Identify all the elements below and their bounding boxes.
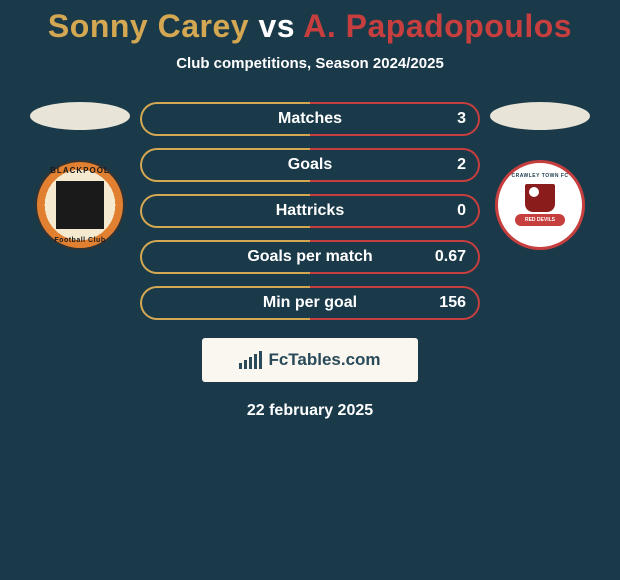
stats-column: Matches3Goals2Hattricks0Goals per match0… [140,102,480,320]
date-text: 22 february 2025 [247,402,373,420]
stat-row: Hattricks0 [140,194,480,228]
stat-value-right: 3 [457,110,466,128]
stat-label: Hattricks [140,202,480,220]
logo-bar [254,354,257,369]
stat-row: Matches3 [140,102,480,136]
logo-bar [244,360,247,369]
stat-label: Min per goal [140,294,480,312]
club-badge-left: BLACKPOOL Football Club [35,160,125,250]
fctables-logo: FcTables.com [202,338,418,382]
badge-right-banner: RED DEVILS [515,214,565,226]
main-row: BLACKPOOL Football Club Matches3 Goals2 Ha… [0,102,620,320]
left-column: BLACKPOOL Football Club [20,102,140,250]
player2-name: A. Papadopoulos [303,8,572,44]
page-title: Sonny Carey vs A. Papadopoulos [48,8,572,45]
right-column: CRAWLEY TOWN FC RED DEVILS [480,102,600,250]
vs-text: vs [258,8,295,44]
stat-label: Goals [140,156,480,174]
player2-oval [490,102,590,130]
stat-value-right: 2 [457,156,466,174]
badge-left-shield [56,181,104,229]
logo-bar [249,357,252,369]
badge-right-inner: CRAWLEY TOWN FC RED DEVILS [505,170,575,240]
logo-bars-icon [239,351,262,369]
player1-name: Sonny Carey [48,8,249,44]
stat-row: Goals per match0.67 [140,240,480,274]
stat-row: Goals2 [140,148,480,182]
badge-left-bottom-text: Football Club [37,237,123,244]
logo-bar [239,363,242,369]
badge-left-top-text: BLACKPOOL [37,166,123,175]
stat-value-right: 156 [439,294,466,312]
badge-right-top-text: CRAWLEY TOWN FC [511,173,568,179]
logo-bar [259,351,262,369]
stat-label: Matches [140,110,480,128]
subtitle: Club competitions, Season 2024/2025 [176,55,444,72]
comparison-card: Sonny Carey vs A. Papadopoulos Club comp… [0,0,620,420]
stat-value-right: 0.67 [435,248,466,266]
club-badge-right: CRAWLEY TOWN FC RED DEVILS [495,160,585,250]
badge-right-shield [525,184,555,212]
stat-row: Min per goal156 [140,286,480,320]
logo-text: FcTables.com [268,350,380,370]
stat-value-right: 0 [457,202,466,220]
stat-label: Goals per match [140,248,480,266]
player1-oval [30,102,130,130]
